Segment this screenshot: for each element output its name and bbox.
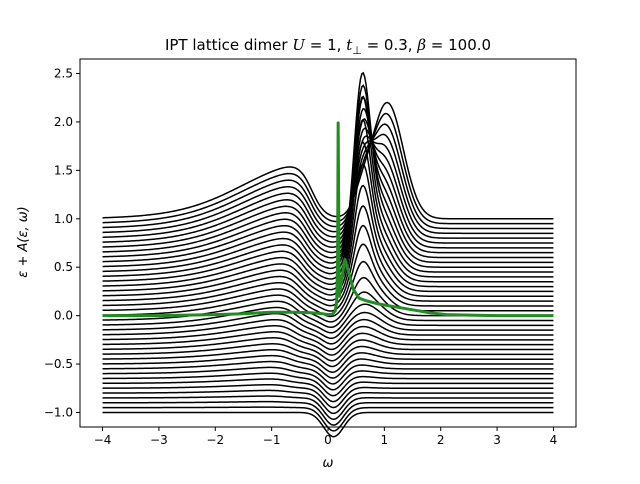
spectral-curve [102,107,554,254]
spectral-curve [102,395,554,421]
spectral-curve [102,118,554,249]
x-tick-label: −1 [263,433,281,447]
spectral-curve [102,112,554,225]
spectral-curve [102,343,554,368]
spectral-curve [102,135,554,239]
spectral-curve [102,389,554,415]
spectral-curve [102,84,554,264]
x-axis-label: ω [323,456,334,471]
spectral-curve [102,311,554,340]
y-tick-label: 0.0 [54,309,73,323]
spectral-curve [102,163,554,291]
spectral-curve [102,127,554,244]
spectral-curve [102,184,554,296]
x-tick-label: −3 [150,433,168,447]
y-axis-label: ε + A(ε, ω) [16,206,31,277]
x-tick-label: −4 [94,433,112,447]
spectral-curve [102,372,554,397]
spectral-curve [102,378,554,403]
highlight-layer [102,121,554,318]
spectral-curve [102,95,554,275]
spectral-curve [102,303,554,334]
spectral-curve [102,71,554,270]
y-tick-label: 0.5 [54,260,73,274]
spectral-curve [102,331,554,356]
x-tick-label: 2 [437,433,445,447]
spectral-curve [102,337,554,362]
spectral-curve [102,205,554,302]
y-tick-label: 2.5 [54,67,73,81]
spectral-curve [102,411,554,438]
spectral-curve [102,96,554,259]
spectral-curve [102,224,554,307]
spectral-curve [102,118,554,280]
highlight-curve [102,121,554,318]
y-tick-label: −0.5 [44,357,73,371]
x-tick-label: −2 [206,433,224,447]
spectral-curve [102,400,554,426]
spectral-curve [102,133,554,235]
spectral-curve [102,291,554,329]
spectral-curve [102,383,554,409]
x-tick-label: 1 [381,433,389,447]
x-tick-label: 4 [550,433,558,447]
spectral-curve [102,141,554,286]
spectral-curve [102,354,554,379]
y-tick-label: −1.0 [44,405,73,419]
y-tick-label: 1.0 [54,212,73,226]
x-tick-label: 0 [324,433,332,447]
spectral-curve [102,243,554,312]
spectral-curve [102,348,554,374]
x-tick-label: 3 [493,433,501,447]
spectral-curve [102,123,554,230]
axes-layer: −4 −3 −2 −1 0 1 2 3 4 −1.0 −0.5 0.0 0.5 1.0 1.5 2.0 2.5 [44,58,577,447]
y-tick-label: 2.0 [54,115,73,129]
spectral-curve [102,366,554,391]
spectral-curve [102,325,554,351]
y-tick-label: 1.5 [54,163,73,177]
spectral-curve [102,360,554,385]
spectral-curve [102,318,554,345]
chart-title: IPT lattice dimer U = 1, t⊥ = 0.3, β = 1… [165,36,491,57]
spectral-curve [102,101,554,220]
